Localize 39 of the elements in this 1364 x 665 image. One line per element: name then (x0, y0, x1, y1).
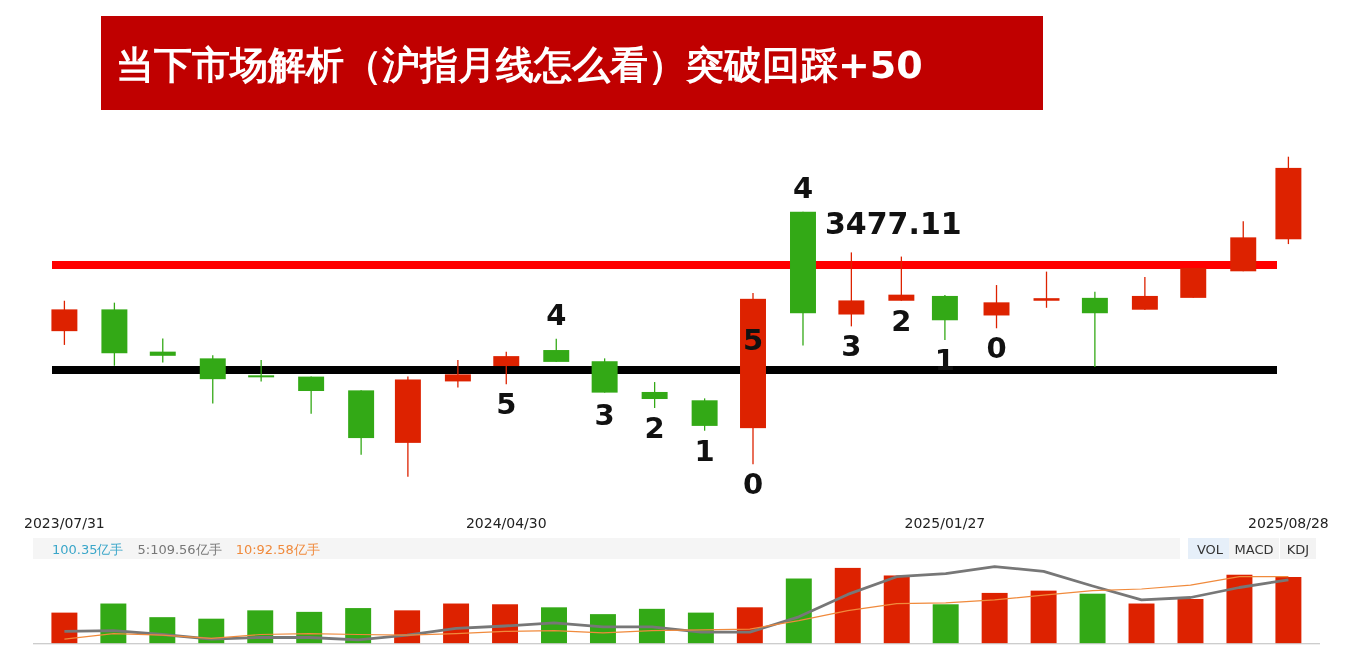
x-tick-label: 2025/08/28 (1248, 515, 1329, 531)
annotation: 4 (792, 170, 814, 205)
x-tick-label: 2024/04/30 (465, 515, 547, 531)
annotation: 0 (742, 467, 764, 502)
bar (1030, 590, 1057, 644)
x-tick-label: 2025/01/27 (904, 515, 986, 531)
annotation: 5 (496, 387, 517, 422)
bar (883, 575, 910, 644)
candlestick (248, 359, 275, 383)
bar (1177, 598, 1204, 644)
text: 100.35亿手 (52, 542, 124, 557)
candlestick (149, 337, 176, 364)
bar (932, 604, 959, 644)
annotation: 4 (546, 297, 567, 332)
text: KDJ (1286, 542, 1310, 557)
annotation: 2 (891, 303, 912, 338)
chart-title: 当下市场解析（沪指月线怎么看）突破回踩+50 (116, 43, 923, 87)
text: 10:92.58亿手 (235, 542, 320, 557)
annotation: 1 (694, 433, 715, 468)
bar (1275, 577, 1302, 644)
annotation: 3 (841, 329, 862, 364)
bar (1128, 603, 1155, 644)
candlestick (641, 381, 668, 409)
annotation: 2 (644, 410, 665, 445)
candlestick (1033, 270, 1060, 309)
x-tick-label: 2023/07/31 (24, 515, 105, 531)
bar (834, 567, 861, 644)
text: 5:109.56亿手 (137, 542, 222, 557)
text: VOL (1196, 542, 1224, 557)
bar (1079, 593, 1106, 644)
text: MACD (1234, 542, 1274, 557)
bar (981, 592, 1008, 644)
annotation: 5 (742, 323, 764, 358)
annotation: 3477.11 (824, 205, 962, 241)
annotation: 0 (986, 331, 1007, 366)
candlestick (444, 359, 471, 389)
bar (785, 578, 812, 644)
bar (1226, 574, 1253, 644)
annotation: 3 (594, 397, 615, 432)
